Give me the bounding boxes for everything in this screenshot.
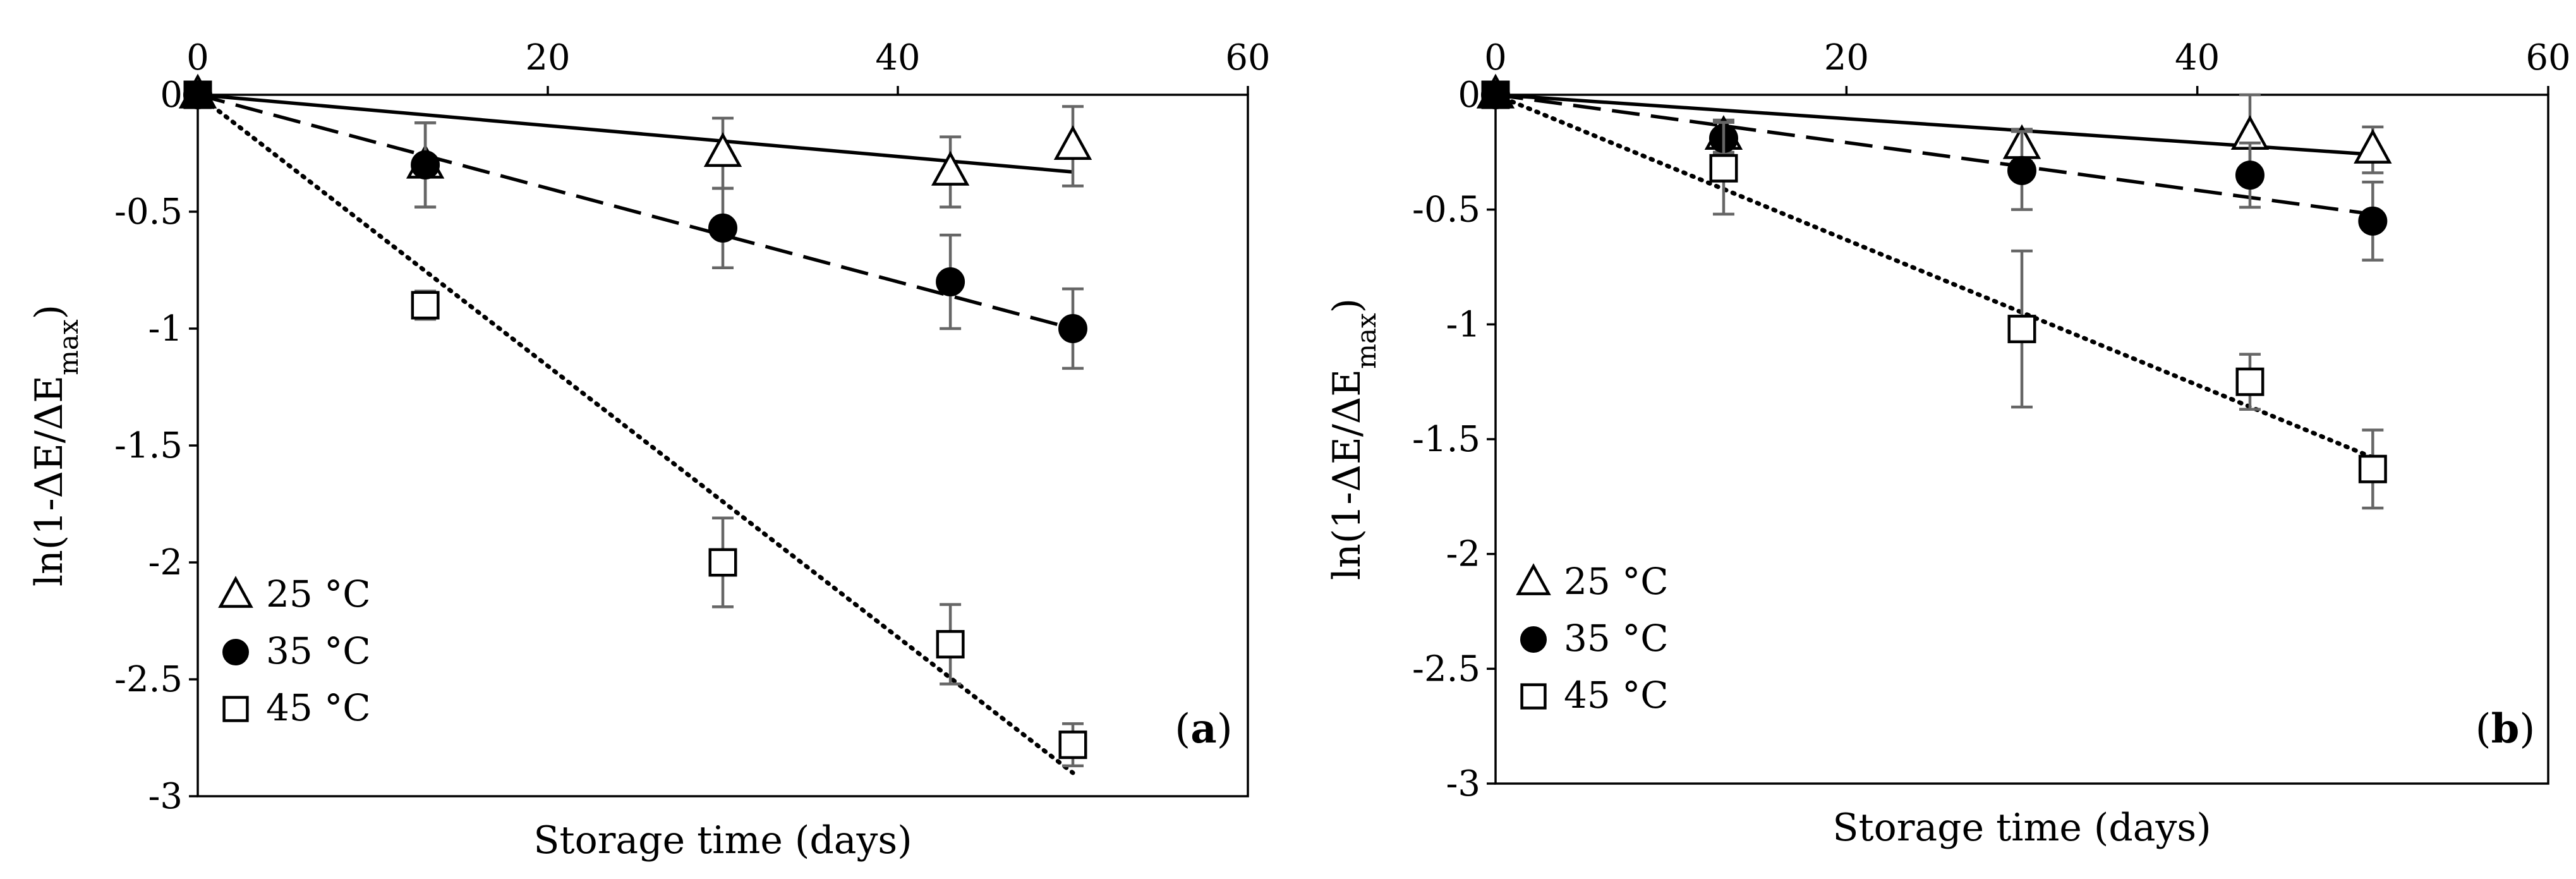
legend-label: 35 °C: [266, 629, 371, 672]
panel-b-origin-point: [1483, 82, 1508, 107]
panel-a-series-3: [183, 80, 1087, 775]
panel-a-series-3-point: [936, 630, 965, 658]
panel-b-series-2-point: [2358, 206, 2388, 236]
panel-a-legend-entry-2: 35 °C: [222, 629, 371, 672]
panel-a-series-1-fit-line: [197, 93, 1073, 174]
panel-b-y-tick-label: -0.5: [1412, 190, 1480, 231]
panel-a-legend-entry-3: 45 °C: [222, 686, 371, 729]
legend-label: 25 °C: [1564, 560, 1669, 603]
panel-b-legend-entry-1: 25 °C: [1516, 560, 1669, 603]
panel-a-x-tick-label: 40: [875, 37, 920, 78]
panel-a-y-tick-label: 0: [160, 75, 183, 116]
panel-b-x-tick-label: 0: [1484, 37, 1507, 78]
panel-a-y-tick-label: -1: [148, 308, 183, 349]
legend-label: 35 °C: [1564, 617, 1669, 660]
panel-a-series-1-point: [703, 132, 742, 167]
panel-b-y-tick-label: -1.5: [1412, 419, 1480, 460]
panel-a-y-tick-label: -2: [148, 542, 183, 583]
panel-a-series-2-point: [411, 150, 440, 179]
panel-a-origin-point: [185, 82, 210, 107]
panel-a-x-tick-label: 0: [186, 37, 209, 78]
panel-b-y-tick-label: -2.5: [1412, 648, 1480, 689]
panel-b-series-3-point: [1709, 154, 1738, 183]
panel-a-series-2-point: [1058, 314, 1087, 343]
panel-b-y-tick-label: 0: [1458, 75, 1480, 116]
panel-a-y-axis-title: ln(1-ΔE/ΔEmax): [27, 305, 84, 586]
panel-b-panel-label: (b): [2476, 705, 2536, 753]
panel-a-series-3-fit-line: [195, 92, 1075, 775]
panel-a-series-2-fit-line: [197, 93, 1073, 330]
panel-a-y-tick-label: -3: [148, 776, 183, 817]
panel-a-series-3-point: [411, 291, 440, 320]
panel-b-series-1-fit-line: [1495, 93, 2373, 157]
panel-b-series-1-point: [2354, 128, 2392, 164]
panel-b-y-axis-title: ln(1-ΔE/ΔEmax): [1325, 298, 1382, 580]
panel-b-series-2-point: [2235, 161, 2265, 190]
panel-a-panel-label: (a): [1175, 705, 1232, 753]
panel-a-y-tick-label: -2.5: [114, 659, 183, 700]
panel-a-series-1-point: [1053, 125, 1092, 161]
panel-a-series-2: [183, 80, 1087, 370]
panel-a-series-2-point: [936, 267, 965, 296]
legend-label: 25 °C: [266, 573, 371, 615]
panel-b-series-3-point: [2007, 315, 2036, 344]
panel-a-x-tick-label: 20: [525, 37, 570, 78]
panel-b-y-tick-label: -1: [1446, 304, 1480, 345]
legend-marker: [1516, 563, 1551, 595]
panel-b-series-2-fit-line: [1495, 93, 2373, 216]
panel-a-series-1-point: [931, 150, 970, 186]
legend-marker: [222, 696, 249, 722]
panel-b-x-tick-label: 40: [2175, 37, 2220, 78]
panel-b-series-3-point: [2235, 367, 2265, 396]
panel-b-x-axis-title: Storage time (days): [1832, 806, 2211, 850]
legend-marker: [222, 639, 249, 665]
legend-label: 45 °C: [266, 686, 371, 729]
legend-label: 45 °C: [1564, 674, 1669, 717]
legend-marker: [1520, 626, 1547, 653]
panel-a-x-tick-label: 60: [1225, 37, 1270, 78]
panel-a-x-axis-title: Storage time (days): [533, 818, 912, 863]
legend-marker: [1520, 683, 1547, 710]
panel-a: 0 20 40 60 0 -0.5 -1 -1.5 -2 -2.5 -3 Storage time (…: [27, 37, 1271, 863]
panel-a-y-tick-label: -0.5: [114, 191, 183, 233]
panel-b-legend-entry-3: 45 °C: [1520, 674, 1669, 717]
panel-a-series-3-point: [708, 548, 737, 577]
panel-a-legend-entry-1: 25 °C: [218, 573, 371, 615]
panel-b-x-tick-label: 20: [1824, 37, 1869, 78]
panel-a-series-3-point: [1058, 730, 1087, 760]
panel-a-y-tick-label: -1.5: [114, 425, 183, 466]
panel-b-y-tick-label: -2: [1446, 534, 1480, 575]
panel-b-legend-entry-2: 35 °C: [1520, 617, 1669, 660]
panel-b: 0 20 40 60 0 -0.5 -1 -1.5 -2 -2.5 -3 Storage time (…: [1325, 37, 2571, 850]
panel-b-y-tick-label: -3: [1446, 763, 1480, 804]
panel-a-series-2-point: [708, 213, 737, 243]
panel-b-series-2-point: [2007, 155, 2036, 185]
panel-b-series-3-fit-line: [1493, 92, 2375, 460]
legend-marker: [218, 576, 253, 608]
panel-b-x-tick-label: 60: [2525, 37, 2570, 78]
panel-b-series-3-point: [2358, 454, 2387, 483]
